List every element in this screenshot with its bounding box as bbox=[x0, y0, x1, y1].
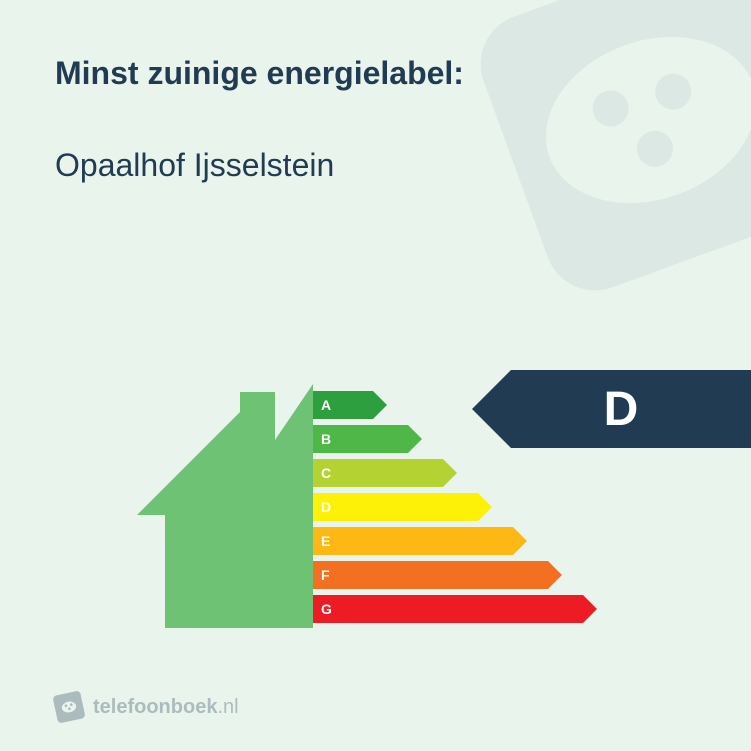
footer-brand-tld: .nl bbox=[217, 696, 238, 718]
footer-brand-name: telefoonboek bbox=[93, 696, 217, 718]
rating-letter: D bbox=[604, 382, 639, 437]
bar-label: C bbox=[321, 465, 331, 481]
bar-label: B bbox=[321, 431, 331, 447]
footer-text: telefoonboek.nl bbox=[93, 696, 239, 719]
bar-label: E bbox=[321, 533, 330, 549]
bar-label: F bbox=[321, 567, 330, 583]
house-icon bbox=[135, 380, 315, 630]
bar-shape bbox=[313, 527, 513, 555]
energy-bar-e: E bbox=[313, 524, 583, 558]
bar-label: G bbox=[321, 601, 332, 617]
bar-label: D bbox=[321, 499, 331, 515]
page-subtitle: Opaalhof Ijsselstein bbox=[55, 147, 696, 184]
content-area: Minst zuinige energielabel: Opaalhof Ijs… bbox=[0, 0, 751, 184]
energy-bar-f: F bbox=[313, 558, 583, 592]
page-title: Minst zuinige energielabel: bbox=[55, 55, 696, 92]
bar-shape bbox=[313, 595, 583, 623]
bar-shape bbox=[313, 561, 548, 589]
footer-brand: telefoonboek.nl bbox=[55, 693, 239, 721]
bar-shape bbox=[313, 459, 443, 487]
footer-logo-icon bbox=[52, 690, 85, 723]
energy-bar-g: G bbox=[313, 592, 583, 626]
bar-shape bbox=[313, 493, 478, 521]
energy-bar-c: C bbox=[313, 456, 583, 490]
rating-arrow-shape: D bbox=[511, 370, 751, 448]
rating-indicator: D bbox=[511, 370, 751, 448]
energy-bar-d: D bbox=[313, 490, 583, 524]
bar-label: A bbox=[321, 397, 331, 413]
